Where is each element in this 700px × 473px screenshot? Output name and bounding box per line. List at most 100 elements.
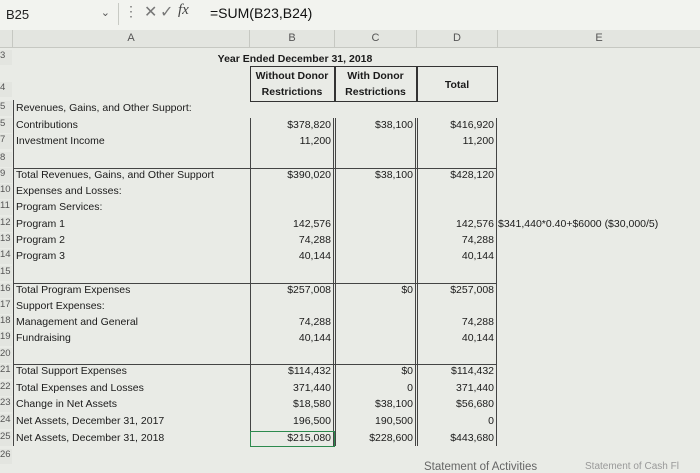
value-cell-d[interactable]: $56,680	[456, 398, 494, 410]
row-header[interactable]: 4	[0, 82, 12, 97]
selected-cell-b25[interactable]	[250, 431, 335, 447]
value-cell-d[interactable]: 74,288	[461, 234, 494, 246]
row-header[interactable]: 20	[0, 348, 12, 363]
value-cell-c[interactable]: $228,600	[369, 432, 413, 444]
value-cell-b[interactable]: $257,008	[287, 284, 331, 296]
column-header-e[interactable]: E	[498, 30, 700, 48]
value-cell-b[interactable]: $215,080	[287, 432, 331, 444]
value-cell-c[interactable]: $38,100	[375, 169, 413, 181]
column-border	[333, 118, 334, 446]
value-cell-c[interactable]: $0	[401, 284, 413, 296]
value-cell-b[interactable]: 371,440	[293, 382, 331, 394]
column-header-a[interactable]: A	[13, 30, 250, 48]
column-header-b[interactable]: B	[250, 30, 335, 48]
row-label-cell[interactable]: Total Support Expenses	[16, 365, 127, 377]
row-header[interactable]: 7	[0, 134, 12, 149]
value-cell-b[interactable]: $114,432	[287, 365, 331, 377]
value-cell-c[interactable]: 0	[407, 382, 413, 394]
chevron-down-icon[interactable]: ⌄	[100, 7, 110, 19]
row-header[interactable]: 24	[0, 414, 12, 429]
row-label-cell[interactable]: Fundraising	[16, 332, 71, 344]
confirm-icon[interactable]: ✓	[160, 4, 174, 21]
row-header[interactable]: 3	[0, 50, 12, 65]
value-cell-c[interactable]: $38,100	[375, 119, 413, 131]
row-header[interactable]: 13	[0, 233, 12, 248]
row-header[interactable]: 19	[0, 331, 12, 346]
row-label-cell[interactable]: Investment Income	[16, 135, 105, 147]
row-label-cell[interactable]: Total Expenses and Losses	[16, 382, 144, 394]
row-header[interactable]: 15	[0, 266, 12, 281]
value-cell-d[interactable]: $416,920	[450, 119, 494, 131]
row-header[interactable]: 8	[0, 152, 12, 167]
row-header[interactable]: 17	[0, 299, 12, 314]
row-label-cell[interactable]: Expenses and Losses:	[16, 185, 122, 197]
column-border	[335, 118, 336, 446]
row-label-cell[interactable]: Support Expenses:	[16, 300, 105, 312]
row-label-cell[interactable]: Contributions	[16, 119, 78, 131]
value-cell-b[interactable]: 196,500	[293, 415, 331, 427]
row-label-cell[interactable]: Program 2	[16, 234, 66, 246]
row-header[interactable]: 23	[0, 397, 12, 412]
value-cell-d[interactable]: 0	[488, 415, 494, 427]
row-header[interactable]: 11	[0, 200, 12, 215]
formula-input[interactable]: =SUM(B23,B24)	[210, 5, 313, 21]
row-label-cell[interactable]: Net Assets, December 31, 2018	[16, 432, 165, 444]
value-cell-b[interactable]: 40,144	[298, 250, 331, 262]
sheet-tab-statement-of-activities[interactable]: Statement of Activities	[424, 461, 538, 473]
value-cell-d[interactable]: 11,200	[462, 135, 494, 147]
value-cell-d[interactable]: 40,144	[461, 332, 494, 344]
row-header[interactable]: 22	[0, 381, 12, 396]
value-cell-d[interactable]: 74,288	[461, 316, 494, 328]
value-cell-b[interactable]: 11,200	[299, 135, 331, 147]
value-cell-b[interactable]: 142,576	[293, 218, 331, 230]
value-cell-b[interactable]: 74,288	[298, 234, 331, 246]
header-total: Total	[444, 79, 470, 91]
insert-function-button[interactable]: fx	[178, 2, 189, 18]
row-label-cell[interactable]: Program 3	[16, 250, 66, 262]
cell-reference: B25	[6, 7, 30, 22]
row-label-cell[interactable]: Program Services:	[16, 201, 103, 213]
row-label-cell[interactable]: Total Program Expenses	[16, 284, 131, 296]
row-header[interactable]: 26	[0, 449, 12, 464]
row-header[interactable]: 25	[0, 431, 12, 446]
select-all-corner[interactable]	[0, 30, 13, 48]
value-cell-d[interactable]: 40,144	[461, 250, 494, 262]
column-header-d[interactable]: D	[417, 30, 498, 48]
value-cell-d[interactable]: $114,432	[450, 365, 494, 377]
value-cell-c[interactable]: $38,100	[375, 398, 413, 410]
value-cell-c[interactable]: $0	[401, 365, 413, 377]
row-label-cell[interactable]: Total Revenues, Gains, and Other Support	[16, 169, 214, 181]
row-header[interactable]: 18	[0, 315, 12, 330]
value-cell-b[interactable]: $390,020	[287, 169, 331, 181]
row-header[interactable]: 14	[0, 249, 12, 264]
value-cell-d[interactable]: $443,680	[450, 432, 494, 444]
row-label-cell[interactable]: Management and General	[16, 316, 138, 328]
row-header[interactable]: 5	[0, 101, 12, 116]
row-header[interactable]: 21	[0, 364, 12, 379]
value-cell-d[interactable]: $257,008	[450, 284, 494, 296]
column-header-c[interactable]: C	[335, 30, 417, 48]
row-label-cell[interactable]: Net Assets, December 31, 2017	[16, 415, 165, 427]
value-cell-d[interactable]: $428,120	[450, 169, 494, 181]
row-label-cell[interactable]: Program 1	[16, 218, 66, 230]
row-label-cell[interactable]: Change in Net Assets	[16, 398, 117, 410]
row-header[interactable]: 12	[0, 217, 12, 232]
value-cell-d[interactable]: 371,440	[456, 382, 494, 394]
value-cell-b[interactable]: $18,580	[293, 398, 331, 410]
cancel-icon[interactable]: ✕	[144, 4, 158, 21]
header-without-donor-2: Restrictions	[261, 86, 323, 98]
formula-bar: B25 ⌄ ⋮ ✕ ✓ fx =SUM(B23,B24)	[0, 0, 700, 31]
value-cell-c[interactable]: 190,500	[375, 415, 413, 427]
row-header[interactable]: 9	[0, 168, 12, 183]
name-box[interactable]: B25 ⌄	[0, 3, 119, 25]
value-cell-b[interactable]: 40,144	[298, 332, 331, 344]
row-header[interactable]: 10	[0, 184, 12, 199]
row-label-cell[interactable]: Revenues, Gains, and Other Support:	[16, 102, 192, 114]
value-cell-d[interactable]: 142,576	[456, 218, 494, 230]
sheet-tab-statement-of-cash-flows[interactable]: Statement of Cash Fl	[585, 461, 679, 472]
note-cell-e[interactable]: $341,440*0.40+$6000 ($30,000/5)	[498, 218, 659, 230]
value-cell-b[interactable]: $378,820	[287, 119, 331, 131]
row-header[interactable]: 5	[0, 118, 12, 133]
value-cell-b[interactable]: 74,288	[298, 316, 331, 328]
row-header[interactable]: 16	[0, 283, 12, 298]
